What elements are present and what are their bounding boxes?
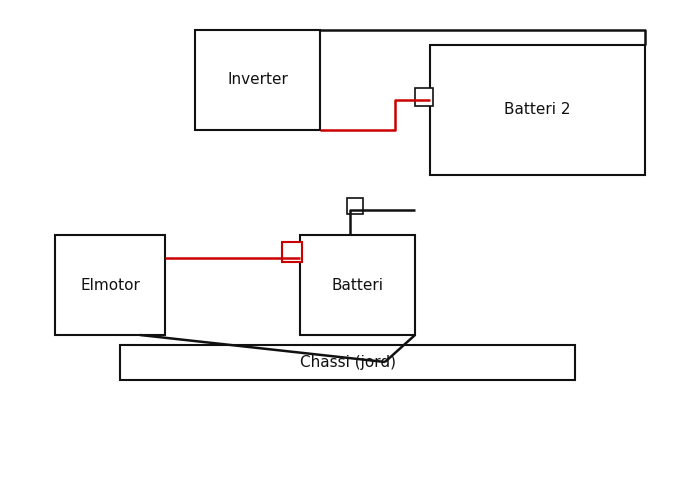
Bar — [120, 345, 575, 380]
Text: Elmotor: Elmotor — [80, 278, 140, 293]
Bar — [282, 242, 302, 262]
Bar — [300, 235, 415, 335]
Text: Chassi (jord): Chassi (jord) — [300, 355, 395, 370]
Text: Inverter: Inverter — [227, 72, 288, 88]
Bar — [195, 30, 320, 130]
Bar — [430, 45, 645, 175]
Text: Batteri: Batteri — [332, 278, 384, 293]
Bar — [415, 88, 433, 106]
Bar — [347, 198, 363, 214]
Text: Batteri 2: Batteri 2 — [504, 102, 570, 117]
Bar — [55, 235, 165, 335]
